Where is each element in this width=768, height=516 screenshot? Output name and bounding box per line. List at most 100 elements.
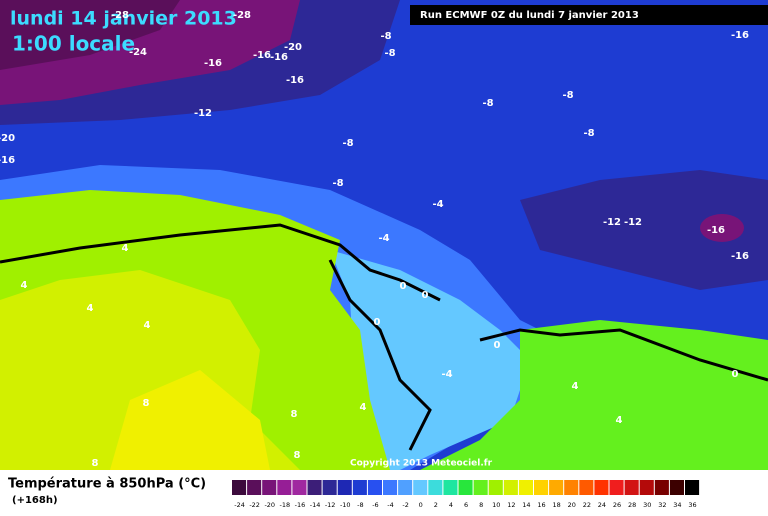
zero-isotherm [0, 223, 768, 451]
legend-tick-label: 22 [583, 501, 591, 509]
isotherm-label: -4 [378, 233, 389, 244]
extreme-cold-region [0, 0, 180, 70]
copyright: Copyright 2013 Meteociel.fr [350, 459, 493, 469]
legend-title: Température à 850hPa (°C) [8, 477, 206, 492]
legend-swatch [534, 480, 549, 495]
near-zero-region [330, 250, 530, 470]
legend-swatch [579, 480, 594, 495]
legend-tick-label: -8 [357, 501, 363, 509]
isotherm-label: -4 [441, 369, 452, 380]
legend-swatch [473, 480, 488, 495]
run-label: Run ECMWF 0Z du lundi 7 janvier 2013 [420, 10, 639, 21]
legend-tick-label: 4 [449, 501, 453, 509]
legend-tick-label: -20 [264, 501, 275, 509]
legend-tick-label: 24 [598, 501, 606, 509]
legend-tick-label: 12 [507, 501, 515, 509]
cold-core [700, 214, 744, 242]
legend-tick-label: 14 [522, 501, 530, 509]
legend-tick-label: -2 [402, 501, 408, 509]
legend-tick-label: 34 [673, 501, 681, 509]
isotherm-label: -16 [204, 58, 222, 69]
isotherm-label: 4 [144, 320, 151, 331]
legend-tick-label: -12 [325, 501, 336, 509]
isotherm-label: -16 [270, 52, 288, 63]
isotherm-label: 8 [291, 409, 298, 420]
isotherm-label: 4 [122, 243, 129, 254]
isotherm-label: -8 [384, 48, 395, 59]
legend-tick-label: 32 [658, 501, 666, 509]
isotherm-label: -20 [0, 133, 15, 144]
legend-swatch [398, 480, 413, 495]
legend-swatch [352, 480, 367, 495]
legend-swatch [307, 480, 322, 495]
legend-tick-label: 2 [434, 501, 438, 509]
isotherm-label: 8 [143, 398, 150, 409]
isotherm-label: 4 [21, 280, 28, 291]
legend-swatch [322, 480, 337, 495]
isotherm-label: -8 [342, 138, 353, 149]
isotherm-label: 0 [422, 290, 429, 301]
isotherm-label: -24 [129, 47, 147, 58]
run-box [410, 5, 768, 25]
legend-swatch [292, 480, 307, 495]
isotherm-label: -4 [432, 199, 443, 210]
isotherm-label: -8 [332, 178, 343, 189]
legend-tick-label: 28 [628, 501, 636, 509]
legend-tick-label: 30 [643, 501, 651, 509]
isotherm-label: 4 [87, 303, 94, 314]
legend-swatch [594, 480, 609, 495]
warmest-region [110, 370, 270, 470]
legend-tick-label: 36 [688, 501, 696, 509]
legend-swatch [549, 480, 564, 495]
legend-tick-label: -18 [280, 501, 291, 509]
legend-swatch [639, 480, 654, 495]
legend-swatch [669, 480, 684, 495]
legend-tick-label: 10 [492, 501, 500, 509]
legend-tick-label: 16 [537, 501, 545, 509]
legend-swatch [564, 480, 579, 495]
isotherm-label: -16 [253, 50, 271, 61]
legend-swatch [624, 480, 639, 495]
legend-tick-label: 0 [419, 501, 423, 509]
isotherm-label: 0 [400, 281, 407, 292]
legend-swatch [609, 480, 624, 495]
isotherm-label: 8 [92, 458, 99, 469]
legend-swatch [428, 480, 443, 495]
isotherm-label: -16 [731, 251, 749, 262]
legend-tick-label: 18 [553, 501, 561, 509]
legend-tick-label: -10 [340, 501, 351, 509]
legend-swatch [413, 480, 428, 495]
map-subtitle: 1:00 locale [12, 32, 135, 56]
legend-swatch [685, 480, 700, 495]
map-title: lundi 14 janvier 2013 [10, 8, 237, 30]
legend-swatch [247, 480, 262, 495]
legend-swatch [518, 480, 533, 495]
isotherm-label: 0 [374, 317, 381, 328]
isotherm-label: -8 [482, 98, 493, 109]
legend-swatch [367, 480, 382, 495]
isotherm-label: 8 [294, 450, 301, 461]
legend-swatch [337, 480, 352, 495]
isotherm-label: -8 [583, 128, 594, 139]
legend-tick-label: 26 [613, 501, 621, 509]
isotherm-label: -28 [233, 10, 251, 21]
isotherm-label: 0 [494, 340, 501, 351]
isotherm-label: -8 [562, 90, 573, 101]
isotherm-label: -8 [380, 31, 391, 42]
isotherm-label: 0 [732, 369, 739, 380]
legend-swatch [277, 480, 292, 495]
legend-step: (+168h) [12, 495, 58, 506]
warm-region-south [420, 320, 768, 470]
legend-tick-label: 8 [479, 501, 483, 509]
legend-swatch [488, 480, 503, 495]
legend-swatch [458, 480, 473, 495]
isotherm-label: -16 [0, 155, 15, 166]
legend-swatch [383, 480, 398, 495]
legend-tick-label: -14 [310, 501, 321, 509]
isotherm-label: -12 [603, 217, 621, 228]
legend-swatch [443, 480, 458, 495]
legend-tick-label: -24 [234, 501, 245, 509]
legend-tick-label: -6 [372, 501, 378, 509]
isotherm-label: -16 [731, 30, 749, 41]
